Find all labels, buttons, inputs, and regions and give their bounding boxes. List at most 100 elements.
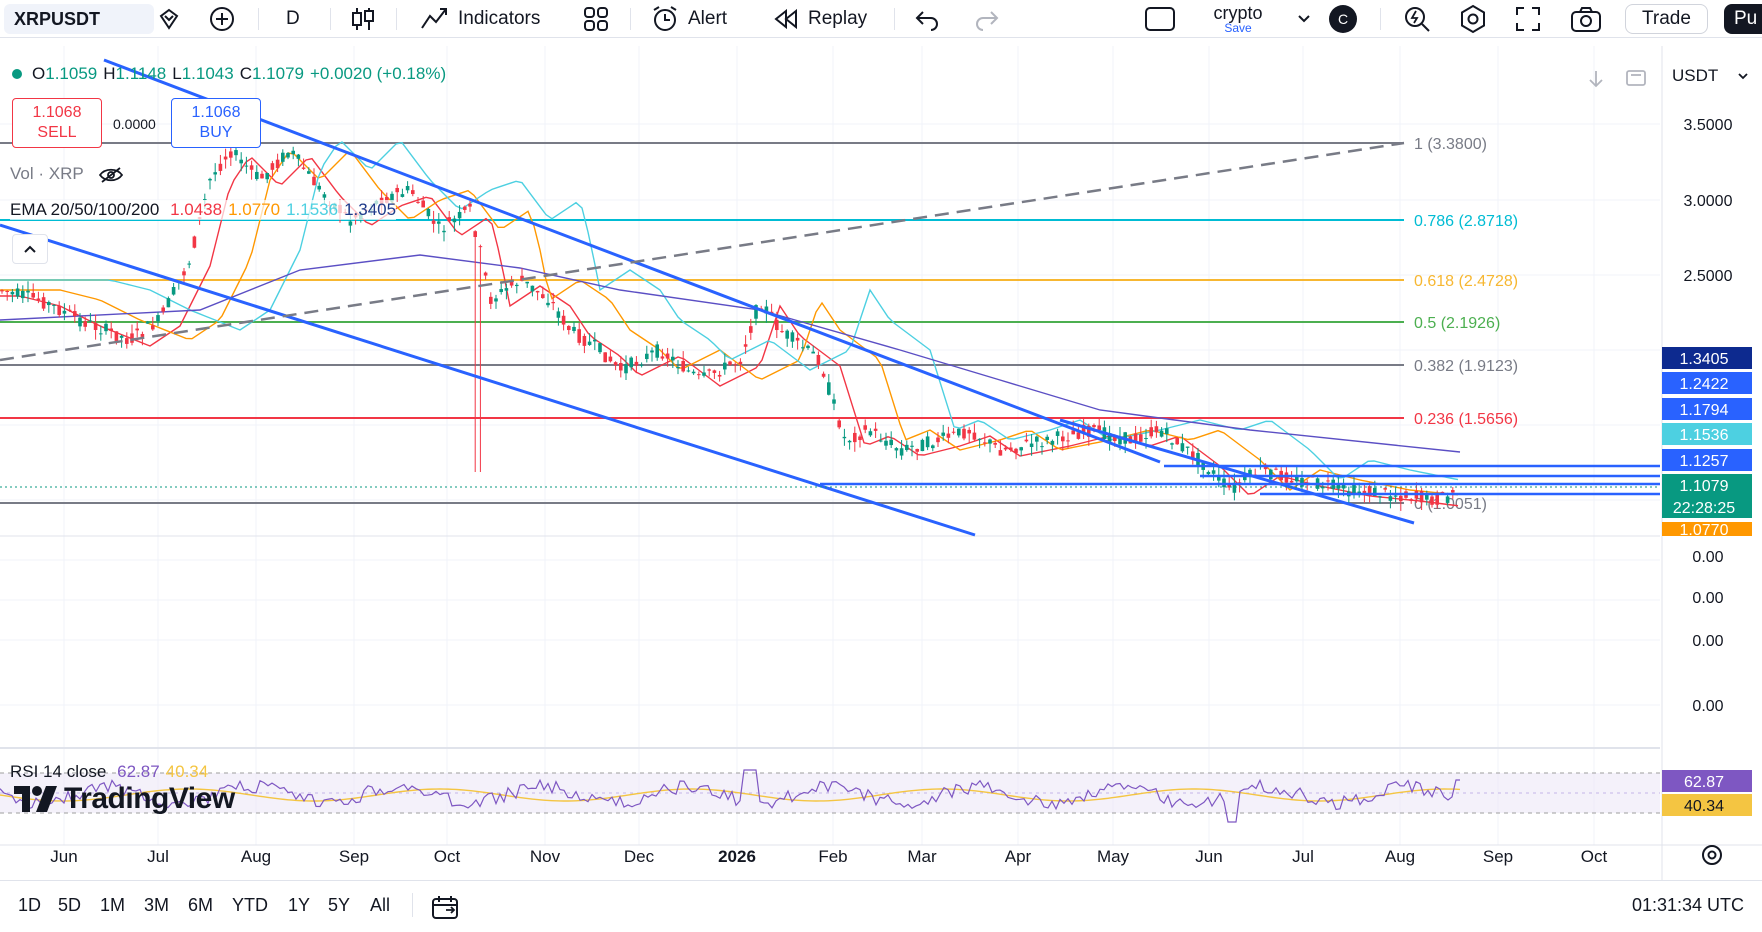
fullscreen-icon[interactable] bbox=[1514, 4, 1542, 34]
range-button-1d[interactable]: 1D bbox=[18, 895, 42, 915]
candle-body bbox=[587, 341, 592, 345]
chevron-down-icon[interactable] bbox=[1296, 4, 1312, 34]
ema-legend[interactable]: EMA 20/50/100/200 1.0438 1.0770 1.1536 1.34… bbox=[10, 200, 397, 220]
sell-button[interactable]: 1.1068 SELL bbox=[12, 98, 102, 148]
candle-body bbox=[130, 333, 134, 343]
candle-body bbox=[655, 344, 659, 358]
price-axis-tick: 3.5000 bbox=[1684, 117, 1733, 134]
range-button-3m[interactable]: 3M bbox=[144, 895, 170, 915]
candle-body bbox=[1149, 427, 1153, 437]
currency-select[interactable]: USDT bbox=[1664, 62, 1754, 90]
candle-body bbox=[775, 319, 779, 331]
candle-body bbox=[431, 220, 436, 224]
candle-body bbox=[1035, 436, 1039, 442]
candle-body bbox=[936, 437, 940, 443]
candle-body bbox=[546, 302, 550, 306]
undo-icon[interactable] bbox=[914, 4, 942, 34]
candle-body bbox=[691, 371, 696, 374]
candle-body bbox=[1040, 446, 1044, 448]
settings-gear-icon[interactable] bbox=[1458, 4, 1488, 34]
volume-legend[interactable]: Vol · XRP bbox=[10, 164, 124, 184]
drawings[interactable] bbox=[0, 58, 1660, 537]
time-axis-tick: 2026 bbox=[718, 847, 756, 866]
download-arrow-icon[interactable] bbox=[1584, 68, 1608, 90]
ohlc-key: O bbox=[32, 64, 46, 83]
range-button-1m[interactable]: 1M bbox=[100, 895, 126, 915]
symbol-search[interactable]: XRPUSDT bbox=[4, 4, 154, 34]
candle-body bbox=[1066, 440, 1070, 442]
candle-body bbox=[728, 361, 732, 365]
candle-body bbox=[312, 176, 316, 186]
range-button-all[interactable]: All bbox=[370, 895, 391, 915]
price-axis-tick: 0.00 bbox=[1692, 633, 1723, 650]
candle-body bbox=[1232, 482, 1237, 493]
price-badge: 1.2422 bbox=[1662, 372, 1752, 394]
candle-body bbox=[1326, 480, 1330, 482]
candle-body bbox=[1378, 496, 1382, 498]
candle-body bbox=[317, 185, 321, 190]
candle-body bbox=[1227, 484, 1231, 488]
range-button-ytd[interactable]: YTD bbox=[232, 895, 268, 915]
rsi-badge-label: 62.87 bbox=[1684, 774, 1724, 791]
fib-level-label: 0.786 (2.8718) bbox=[1414, 213, 1518, 230]
calendar-range-icon[interactable] bbox=[430, 893, 460, 921]
candle-body bbox=[249, 165, 254, 170]
templates-icon[interactable] bbox=[582, 4, 610, 34]
candle-body bbox=[0, 290, 4, 292]
compare-add-icon[interactable] bbox=[208, 4, 236, 34]
dashed-trend-line bbox=[0, 141, 1405, 362]
rsi-legend[interactable]: RSI 14 close 62.87 40.34 bbox=[10, 762, 208, 782]
ema-100-line bbox=[0, 141, 1459, 481]
trend-line bbox=[1059, 418, 1415, 525]
range-button-5y[interactable]: 5Y bbox=[328, 895, 351, 915]
symbol-status-icon[interactable] bbox=[156, 4, 182, 34]
indicators-button[interactable]: Indicators bbox=[420, 4, 540, 34]
candle-body bbox=[1165, 428, 1169, 434]
utc-clock[interactable]: 01:31:34 UTC bbox=[1631, 895, 1744, 915]
candle-body bbox=[1133, 433, 1138, 442]
price-chart[interactable]: 1 (3.3800) 0.786 (2.8718) 0.618 (2.4728) 0.… bbox=[0, 40, 1762, 880]
candle-body bbox=[977, 438, 982, 440]
maximize-pane-icon[interactable] bbox=[1624, 66, 1648, 90]
range-button-1y[interactable]: 1Y bbox=[288, 895, 311, 915]
candle-body bbox=[234, 150, 238, 156]
candle-body bbox=[1185, 446, 1190, 448]
candle-body bbox=[385, 197, 389, 203]
ohlc-key: H bbox=[103, 64, 116, 83]
alert-button[interactable]: Alert bbox=[650, 4, 727, 34]
ohlc-key: L bbox=[172, 64, 182, 83]
candle-body bbox=[608, 356, 613, 362]
candle-body bbox=[223, 156, 228, 160]
publish-button[interactable]: Pu bbox=[1724, 4, 1762, 34]
rsi-badge-label: 40.34 bbox=[1684, 798, 1724, 815]
replay-button[interactable]: Replay bbox=[772, 4, 867, 34]
redo-icon[interactable] bbox=[972, 4, 1000, 34]
candle-body bbox=[171, 287, 176, 295]
candle-body bbox=[426, 208, 431, 217]
gear-center bbox=[1707, 850, 1717, 860]
layout-toggle-icon[interactable] bbox=[1144, 4, 1176, 34]
candle-body bbox=[619, 363, 623, 371]
candles-style-icon[interactable] bbox=[350, 4, 376, 34]
fib-retracement[interactable]: 1 (3.3800) 0.786 (2.8718) 0.618 (2.4728) 0.… bbox=[0, 136, 1518, 513]
sell-price: 1.1068 bbox=[32, 104, 82, 121]
range-button-5d[interactable]: 5D bbox=[58, 895, 82, 915]
candle-body bbox=[483, 272, 488, 276]
eye-hidden-icon[interactable] bbox=[98, 166, 124, 184]
candle-body bbox=[1373, 487, 1377, 496]
trade-label: Trade bbox=[1642, 8, 1691, 29]
buy-button[interactable]: 1.1068 BUY bbox=[171, 98, 261, 148]
user-avatar[interactable]: C bbox=[1329, 4, 1357, 34]
candle-body bbox=[478, 246, 483, 248]
collapse-legend-button[interactable] bbox=[12, 234, 48, 264]
trade-button[interactable]: Trade bbox=[1625, 4, 1708, 34]
camera-icon[interactable] bbox=[1570, 4, 1602, 34]
interval-button[interactable]: D bbox=[286, 4, 300, 34]
quick-search-icon[interactable] bbox=[1402, 4, 1432, 34]
candle-body bbox=[1009, 447, 1013, 451]
range-button-6m[interactable]: 6M bbox=[188, 895, 214, 915]
candle-body bbox=[832, 399, 836, 404]
layout-name-button[interactable]: crypto Save bbox=[1204, 4, 1272, 34]
toolbar-divider bbox=[396, 8, 397, 30]
market-status-dot bbox=[12, 69, 22, 79]
